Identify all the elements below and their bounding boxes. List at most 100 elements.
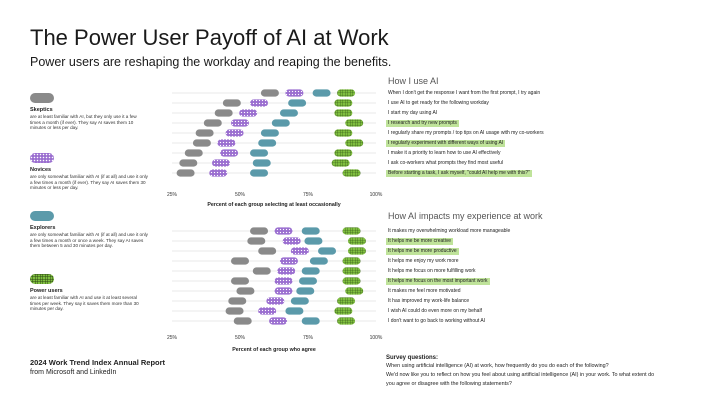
x-tick-label: 100% (370, 192, 383, 198)
data-point-skeptics (250, 227, 269, 235)
x-tick-label: 50% (235, 335, 246, 341)
data-point-skeptics (228, 297, 247, 305)
data-point-explorers (312, 89, 331, 97)
data-point-skeptics (214, 109, 233, 117)
data-point-skeptics (236, 287, 255, 295)
data-point-skeptics (225, 307, 244, 315)
category-label: It helps me be more productive (386, 247, 459, 255)
data-point-novices (220, 149, 239, 157)
category-label: I use AI to get ready for the following … (388, 99, 489, 106)
data-point-power-users (334, 149, 353, 157)
category-label: I regularly experiment with different wa… (386, 139, 506, 147)
data-point-explorers (301, 317, 320, 325)
category-label: I research and try new prompts (386, 119, 459, 127)
data-point-power-users (342, 277, 361, 285)
category-label: When I don't get the response I want fro… (388, 89, 541, 96)
category-label: It makes my overwhelming workload more m… (388, 227, 511, 234)
legend-desc-novices: are only somewhat familiar with AI (if a… (30, 174, 148, 191)
data-point-explorers (258, 139, 277, 147)
legend-desc-power-users: are at least familiar with AI and use it… (30, 295, 139, 312)
data-point-explorers (290, 297, 309, 305)
category-label: Before starting a task, I ask myself, "c… (386, 169, 532, 177)
data-point-skeptics (176, 169, 195, 177)
data-point-novices (274, 277, 293, 285)
legend-name-explorers: Explorers (30, 225, 56, 231)
data-point-explorers (304, 237, 323, 245)
data-point-power-users (347, 247, 366, 255)
x-tick-label: 25% (167, 335, 178, 341)
data-point-power-users (337, 297, 356, 305)
data-point-novices (239, 109, 258, 117)
category-label: It helps me enjoy my work more (388, 257, 459, 264)
data-point-explorers (299, 277, 317, 285)
category-label: I make it a priority to learn how to use… (388, 149, 501, 156)
legend-name-skeptics: Skeptics (30, 107, 53, 113)
data-point-power-users (334, 307, 353, 315)
data-point-skeptics (233, 317, 252, 325)
data-point-power-users (345, 139, 364, 147)
data-point-skeptics (195, 129, 214, 137)
page-title: The Power User Payoff of AI at Work (30, 25, 389, 50)
data-point-novices (266, 297, 285, 305)
category-label: It helps me focus on the most important … (386, 277, 490, 285)
data-point-power-users (342, 267, 361, 275)
data-point-power-users (334, 99, 353, 107)
data-point-explorers (250, 169, 269, 177)
category-label: It helps me focus on more fulfilling wor… (388, 267, 476, 274)
category-label: I wish AI could do even more on my behal… (388, 307, 482, 314)
category-label: I don't want to go back to working witho… (388, 317, 486, 324)
data-point-skeptics (231, 277, 249, 285)
category-label: It makes me feel more motivated (388, 287, 461, 294)
data-point-power-users (342, 257, 361, 265)
data-point-explorers (301, 267, 320, 275)
data-point-explorers (260, 129, 279, 137)
data-point-novices (250, 99, 269, 107)
data-point-novices (231, 119, 249, 127)
data-point-novices (285, 89, 304, 97)
data-point-novices (277, 267, 296, 275)
data-point-explorers (301, 227, 320, 235)
data-point-novices (217, 139, 236, 147)
x-tick-label: 50% (235, 192, 246, 198)
legend-name-novices: Novices (30, 167, 52, 173)
legend-name-power-users: Power users (30, 288, 63, 294)
x-tick-label: 75% (303, 335, 314, 341)
data-point-novices (279, 257, 298, 265)
data-point-explorers (309, 257, 328, 265)
data-point-skeptics (222, 99, 241, 107)
data-point-power-users (345, 119, 364, 127)
data-point-explorers (279, 109, 298, 117)
data-point-power-users (334, 109, 353, 117)
data-point-skeptics (247, 237, 266, 245)
data-point-skeptics (184, 149, 203, 157)
legend-desc-skeptics: are at least familiar with AI, but they … (30, 114, 137, 131)
data-point-explorers (288, 99, 307, 107)
data-point-novices (282, 237, 301, 245)
data-point-novices (290, 247, 309, 255)
x-axis-label-usage: Percent of each group selecting at least… (207, 202, 340, 208)
data-point-skeptics (203, 119, 222, 127)
category-label: I start my day using AI (388, 109, 438, 116)
data-point-power-users (337, 89, 356, 97)
data-point-power-users (347, 237, 366, 245)
data-point-skeptics (252, 267, 271, 275)
survey-question-line: We'd now like you to reflect on how you … (386, 372, 655, 378)
data-point-explorers (252, 159, 271, 167)
data-point-novices (274, 227, 293, 235)
data-point-novices (209, 169, 228, 177)
survey-questions-title: Survey questions: (386, 355, 439, 361)
data-point-power-users (342, 227, 361, 235)
data-point-novices (258, 307, 277, 315)
data-point-power-users (342, 169, 361, 177)
chart-impact: 25% 50% 75% 100% Percent of each group who a… (167, 227, 383, 353)
category-label: It has improved my work-life balance (388, 297, 470, 304)
data-point-explorers (271, 119, 290, 127)
survey-question-line: you agree or disagree with the following… (386, 381, 512, 387)
legend-swatch-novices (30, 153, 54, 163)
legend-explorers: Explorers are only somewhat familiar wit… (30, 211, 148, 249)
chart-title-impact: How AI impacts my experience at work (388, 211, 543, 221)
data-point-power-users (331, 159, 350, 167)
data-point-skeptics (231, 257, 249, 265)
data-point-power-users (345, 287, 364, 295)
